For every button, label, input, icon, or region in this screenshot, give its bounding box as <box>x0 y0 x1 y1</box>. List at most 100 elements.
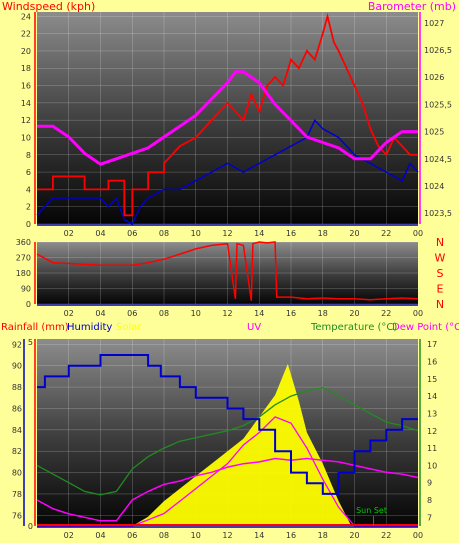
humidity-tick-label: 90 <box>12 362 22 371</box>
x-tick-label: 22 <box>381 309 391 316</box>
temperature-tick-label: 14 <box>427 392 437 401</box>
windspeed-axis-label: Windspeed (kph) <box>2 0 96 13</box>
wind-direction-series <box>36 241 419 301</box>
x-tick-label: 02 <box>64 309 74 316</box>
x-tick-label: 08 <box>159 531 169 540</box>
temperature-tick-label: 7 <box>427 513 432 522</box>
x-tick-label: 18 <box>318 531 328 540</box>
x-tick-label: 18 <box>318 309 328 316</box>
rain-tick-label: 5 <box>28 338 33 347</box>
y-tick-label: 360 <box>16 238 31 247</box>
y-tick-label: 0 <box>26 300 31 309</box>
x-tick-label: 08 <box>159 229 169 238</box>
x-tick-label: 14 <box>254 531 264 540</box>
humidity-tick-label: 92 <box>12 340 22 349</box>
y-tick-label: 270 <box>16 254 31 263</box>
x-tick-label: 14 <box>254 229 264 238</box>
x-tick-label: 20 <box>349 309 359 316</box>
y-left-tick-label: 20 <box>21 47 31 56</box>
x-tick-label: 02 <box>64 229 74 238</box>
compass-label-w: W <box>435 252 446 265</box>
temperature-label: Temperature (°C) <box>311 322 398 333</box>
y-right-tick-label: 1024,5 <box>424 155 452 164</box>
y-left-tick-label: 16 <box>21 82 31 91</box>
x-tick-label: 12 <box>222 531 232 540</box>
wind-gust-series <box>36 118 419 226</box>
windspeed-series <box>37 12 418 217</box>
temperature-tick-label: 17 <box>427 340 437 349</box>
y-left-tick-label: 4 <box>26 185 31 194</box>
barometer-series <box>37 70 418 166</box>
solar-label: Solar <box>116 322 142 333</box>
rain-humidity-temperature-chart: 767880828486889092057891011121314151617S… <box>12 338 437 540</box>
y-tick-label: 180 <box>16 269 31 278</box>
temperature-tick-label: 13 <box>427 409 437 418</box>
x-tick-label: 20 <box>349 531 359 540</box>
humidity-tick-label: 88 <box>12 383 22 392</box>
y-tick-label: 90 <box>21 285 31 294</box>
compass-label-n: N <box>436 236 444 249</box>
temperature-tick-label: 8 <box>427 496 432 505</box>
x-tick-label: 20 <box>349 229 359 238</box>
dew-point-label: Dew Point (°C) <box>392 322 459 333</box>
rainfall-axis-label: Rainfall (mm) <box>1 322 69 333</box>
plot-area <box>37 242 418 304</box>
x-tick-label: 04 <box>95 309 105 316</box>
y-right-tick-label: 1025 <box>424 128 444 137</box>
y-left-tick-label: 8 <box>26 151 31 160</box>
compass-label-e: E <box>437 283 444 296</box>
y-left-tick-label: 10 <box>21 133 31 142</box>
temperature-tick-label: 12 <box>427 427 437 436</box>
humidity-tick-label: 84 <box>12 426 22 435</box>
y-right-tick-label: 1026 <box>424 73 444 82</box>
x-tick-label: 14 <box>254 309 264 316</box>
wind-barometer-chart: 0246810121416182022241023,510241024,5102… <box>21 12 452 238</box>
y-left-tick-label: 18 <box>21 64 31 73</box>
x-tick-label: 00 <box>413 309 423 316</box>
humidity-series <box>37 354 418 495</box>
x-tick-label: 10 <box>191 531 201 540</box>
x-tick-label: 04 <box>95 531 105 540</box>
y-left-tick-label: 0 <box>26 220 31 229</box>
x-tick-label: 16 <box>286 229 296 238</box>
x-tick-label: 18 <box>318 229 328 238</box>
y-right-tick-label: 1026,5 <box>424 46 452 55</box>
humidity-tick-label: 76 <box>12 511 22 520</box>
x-tick-label: 04 <box>95 229 105 238</box>
y-left-tick-label: 6 <box>26 168 31 177</box>
compass-label-s: S <box>437 267 444 280</box>
rain-tick-label: 0 <box>28 522 33 531</box>
humidity-tick-label: 78 <box>12 490 22 499</box>
y-left-tick-label: 14 <box>21 99 31 108</box>
temperature-tick-label: 16 <box>427 358 437 367</box>
x-tick-label: 22 <box>381 229 391 238</box>
x-tick-label: 22 <box>381 531 391 540</box>
x-tick-label: 16 <box>286 531 296 540</box>
compass-label-n: N <box>436 298 444 311</box>
temperature-tick-label: 15 <box>427 375 437 384</box>
barometer-axis-label: Barometer (mb) <box>367 0 456 13</box>
x-tick-label: 16 <box>286 309 296 316</box>
x-tick-label: 00 <box>413 531 423 540</box>
x-tick-label: 06 <box>127 531 137 540</box>
y-left-tick-label: 24 <box>21 12 31 21</box>
humidity-tick-label: 82 <box>12 447 22 456</box>
temperature-tick-label: 11 <box>427 444 437 453</box>
x-tick-label: 12 <box>222 309 232 316</box>
x-tick-label: 08 <box>159 309 169 316</box>
temperature-series <box>36 386 419 496</box>
y-left-tick-label: 22 <box>21 30 31 39</box>
y-right-tick-label: 1027 <box>424 19 444 28</box>
x-tick-label: 12 <box>222 229 232 238</box>
y-left-tick-label: 2 <box>26 203 31 212</box>
x-tick-label: 10 <box>191 309 201 316</box>
x-tick-label: 06 <box>127 309 137 316</box>
y-right-tick-label: 1024 <box>424 182 444 191</box>
temperature-tick-label: 9 <box>427 479 432 488</box>
uv-label: UV <box>247 322 262 333</box>
y-left-tick-label: 12 <box>21 116 31 125</box>
x-tick-label: 00 <box>413 229 423 238</box>
x-tick-label: 02 <box>64 531 74 540</box>
